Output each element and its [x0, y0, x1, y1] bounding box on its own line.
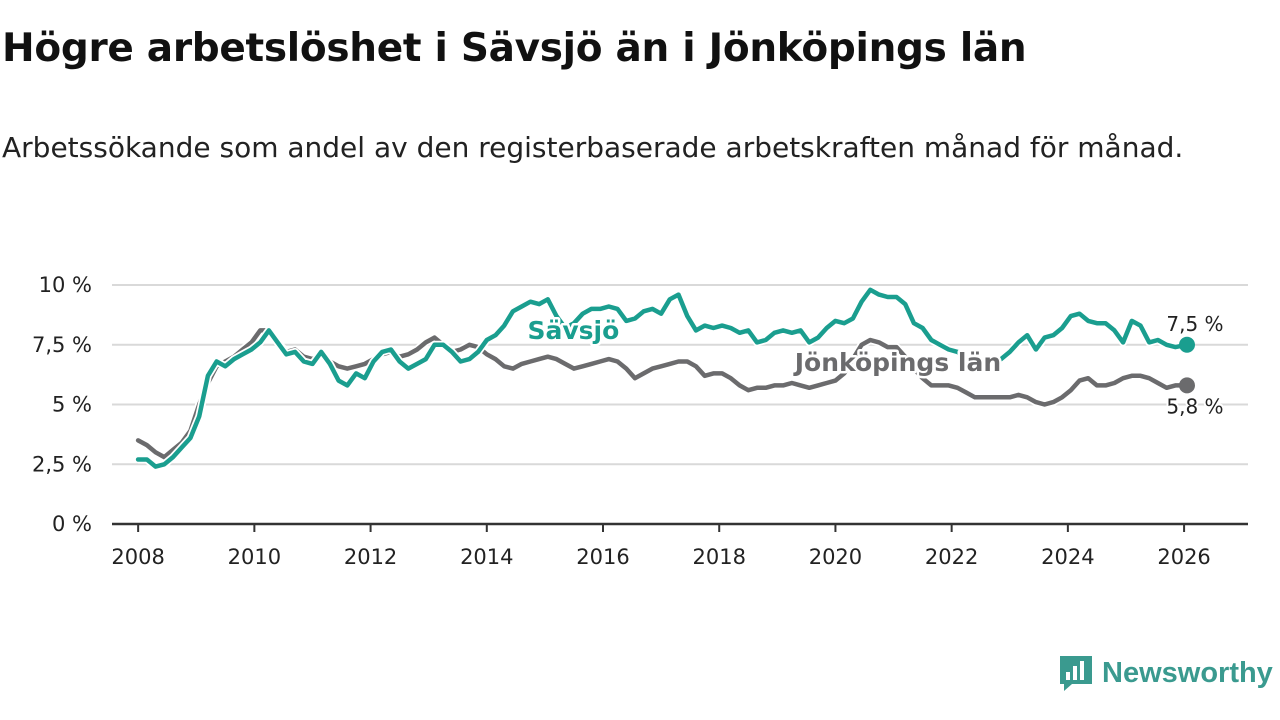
chart-subtitle: Arbetssökande som andel av den registerb… — [2, 131, 1184, 164]
chart-title: Högre arbetslöshet i Sävsjö än i Jönköpi… — [2, 26, 1027, 71]
series-lines — [135, 285, 1195, 471]
series-line-savsjo — [135, 287, 1190, 469]
x-tick-label: 2024 — [1041, 545, 1094, 569]
y-axis-ticks: 0 % 2,5 % 5 % 7,5 % 10 % — [32, 273, 92, 536]
series-name-label: Jönköpings län — [793, 348, 1001, 377]
y-tick-label: 5 % — [52, 393, 92, 417]
x-tick-label: 2010 — [228, 545, 281, 569]
end-label-savsjo: 7,5 % — [1166, 312, 1223, 336]
series-line-halo-savsjo — [138, 285, 1188, 471]
gridlines — [112, 284, 1248, 466]
newsworthy-logo-icon — [1060, 656, 1092, 691]
x-tick-label: 2022 — [925, 545, 978, 569]
end-label-jonkopings-lan: 5,8 % — [1166, 394, 1223, 418]
x-tick-label: 2018 — [692, 545, 745, 569]
end-point-savsjo — [1178, 336, 1195, 353]
end-point-jonkopings-lan — [1178, 377, 1195, 394]
y-tick-label: 7,5 % — [32, 333, 92, 357]
x-axis-ticks: 2008 2010 2012 2014 2016 2018 2020 2022 2024 2026 — [111, 524, 1211, 569]
y-tick-label: 10 % — [39, 273, 92, 297]
x-tick-label: 2016 — [576, 545, 629, 569]
y-tick-label: 0 % — [52, 512, 92, 536]
x-tick-label: 2012 — [344, 545, 397, 569]
series-name-label: Sävsjö — [527, 316, 619, 345]
x-tick-label: 2020 — [809, 545, 862, 569]
newsworthy-logo: Newsworthy — [1058, 654, 1273, 692]
x-tick-label: 2014 — [460, 545, 513, 569]
y-tick-label: 2,5 % — [32, 452, 92, 476]
x-tick-label: 2008 — [111, 545, 164, 569]
series-labels: 5,8 % 7,5 % Sävsjö Jönköpings län — [525, 310, 1226, 421]
brand-name: Newsworthy — [1102, 656, 1273, 689]
x-tick-label: 2026 — [1157, 545, 1210, 569]
